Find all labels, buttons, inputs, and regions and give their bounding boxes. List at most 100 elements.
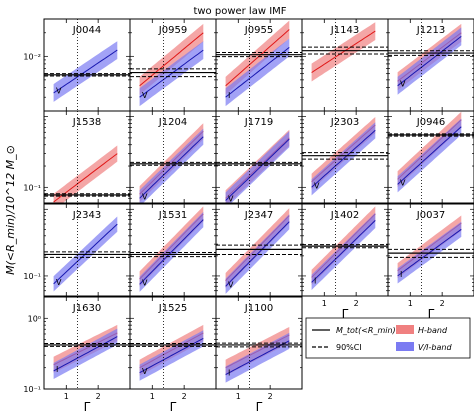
- legend-solid-label: M_tot(<R_min): [336, 326, 396, 335]
- panel-j1719: J1719 V: [215, 110, 303, 204]
- x-tick-label: 1: [64, 392, 69, 401]
- x-tick-label: 1: [408, 299, 413, 308]
- blue-line: [397, 35, 462, 87]
- panel-name: J1630: [72, 303, 101, 314]
- x-axis-label: Γ: [428, 307, 435, 321]
- panel-name: J2347: [244, 210, 273, 221]
- band-letter: V: [56, 87, 62, 96]
- y-tick-label: 10⁻¹: [23, 385, 41, 394]
- panel-plot-area: [44, 297, 130, 389]
- figure-title: two power law IMF: [193, 6, 286, 17]
- band-letter: V: [228, 195, 234, 204]
- legend-blue-label: V/I-band: [418, 343, 452, 352]
- panel-plot-area: [44, 204, 130, 296]
- panel-name: J1538: [72, 117, 101, 128]
- y-axis-label: M(<R_min)/10^12 M_⊙: [4, 145, 17, 275]
- x-axis-label: Γ: [256, 400, 263, 414]
- panel-plot-area: [302, 19, 388, 111]
- panel-plot-area: [216, 111, 302, 203]
- x-axis-label: Γ: [84, 400, 91, 414]
- panel-j2303: J2303 V: [301, 110, 389, 204]
- panel-j0946: J0946 V: [387, 110, 474, 204]
- x-tick-label: 1: [322, 299, 327, 308]
- panel-frame: [387, 203, 474, 297]
- panel-j0955: J0955 I: [215, 18, 303, 112]
- legend: M_tot(<R_min) 90%CI H-band V/I-band: [305, 317, 471, 359]
- x-tick-label: 1: [150, 392, 155, 401]
- band-letter: V: [142, 279, 148, 288]
- panel-name: J1531: [158, 210, 187, 221]
- panel-name: J0959: [158, 25, 187, 36]
- band-letter: V: [142, 91, 148, 100]
- blue-line: [139, 136, 204, 199]
- y-tick-label: 10⁻¹: [23, 183, 41, 192]
- panel-name: J1204: [158, 117, 187, 128]
- band-letter: I: [400, 270, 402, 279]
- red-line: [225, 29, 290, 87]
- band-letter: V: [142, 367, 148, 376]
- panel-name: J0044: [72, 25, 101, 36]
- band-letter: V: [400, 80, 406, 89]
- band-letter: I: [314, 277, 316, 286]
- band-letter: I: [228, 91, 230, 100]
- panel-name: J1719: [244, 117, 273, 128]
- panel-plot-area: [388, 19, 474, 111]
- x-tick-label: 1: [236, 392, 241, 401]
- x-axis-label: Γ: [342, 307, 349, 321]
- y-tick-label: 10⁻¹: [23, 272, 41, 281]
- panel-j1143: J1143: [301, 18, 389, 112]
- panel-name: J2343: [72, 210, 101, 221]
- panel-plot-area: [130, 204, 216, 296]
- panel-plot-area: [130, 111, 216, 203]
- panel-name: J0955: [244, 25, 273, 36]
- panel-j0037: J0037 I: [387, 203, 474, 297]
- x-tick-label: 2: [440, 299, 445, 308]
- blue-line: [225, 47, 290, 98]
- band-letter: I: [56, 365, 58, 374]
- x-axis-label: Γ: [170, 400, 177, 414]
- red-line: [311, 30, 376, 74]
- legend-red-swatch: [396, 325, 414, 334]
- panel-plot-area: [216, 204, 302, 296]
- panel-plot-area: [302, 111, 388, 203]
- panel-grid: J0044 V 10⁻² J0959 V J0955 I J1143 J1213 V J1538 10…: [23, 18, 474, 394]
- panel-j2347: J2347 V: [215, 203, 303, 297]
- panel-frame: [215, 296, 303, 390]
- blue-line: [139, 337, 204, 374]
- band-letter: V: [314, 181, 320, 190]
- panel-plot-area: [130, 297, 216, 389]
- panel-plot-area: [216, 297, 302, 389]
- panel-plot-area: [44, 111, 130, 203]
- x-tick-label: 2: [182, 392, 187, 401]
- band-letter: V: [400, 178, 406, 187]
- panel-j1100: J1100 I: [215, 296, 303, 390]
- blue-line: [53, 49, 118, 94]
- blue-line: [225, 221, 290, 287]
- panel-plot-area: [130, 19, 216, 111]
- panel-j2343: J2343 V 10⁻¹: [23, 203, 131, 297]
- blue-line: [53, 336, 118, 372]
- x-tick-label: 2: [354, 299, 359, 308]
- panel-plot-area: [388, 204, 474, 296]
- panel-name: J1143: [330, 25, 359, 36]
- panel-j1525: J1525 V: [129, 296, 217, 390]
- panel-plot-area: [388, 111, 474, 203]
- panel-j1204: J1204 V: [129, 110, 217, 204]
- x-axis-labels: 1 2Γ1 2Γ1 2Γ1 2Γ1 2Γ: [64, 299, 445, 414]
- legend-blue-swatch: [396, 342, 414, 351]
- legend-frame: [305, 317, 471, 359]
- panel-j0044: J0044 V 10⁻²: [23, 18, 131, 112]
- panel-plot-area: [216, 19, 302, 111]
- panel-j1630: J1630 I 10⁻¹ 10⁰: [23, 296, 131, 394]
- panel-plot-area: [302, 204, 388, 296]
- blue-band: [139, 128, 204, 203]
- x-tick-label: 2: [268, 392, 273, 401]
- blue-line: [139, 49, 204, 98]
- legend-dashed-label: 90%CI: [336, 343, 362, 352]
- blue-line: [225, 138, 290, 201]
- y-tick-label: 10⁻²: [23, 52, 41, 61]
- panel-name: J0946: [416, 117, 445, 128]
- panel-j1538: J1538 10⁻¹: [23, 110, 131, 204]
- panel-j1402: J1402 I: [301, 203, 389, 297]
